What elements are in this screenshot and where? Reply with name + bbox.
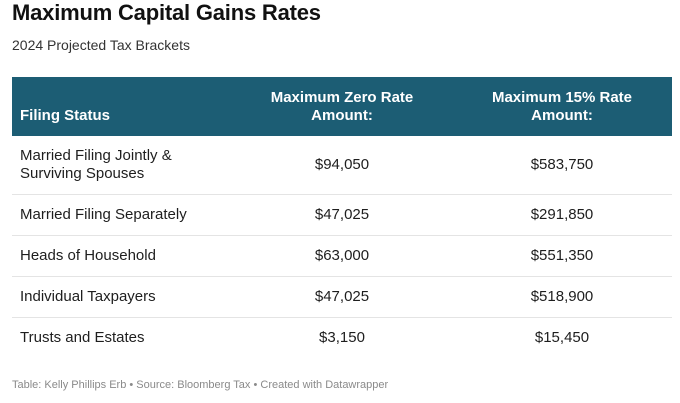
table-row: Trusts and Estates $3,150 $15,450 xyxy=(12,317,672,358)
zero-rate-cell: $47,025 xyxy=(232,194,452,236)
filing-status-cell: Trusts and Estates xyxy=(20,328,145,346)
fifteen-rate-cell: $551,350 xyxy=(452,235,672,277)
fifteen-rate-cell: $518,900 xyxy=(452,276,672,318)
table-header-row: Filing Status Maximum Zero Rate Amount: … xyxy=(12,77,672,136)
column-header-filing-status[interactable]: Filing Status xyxy=(12,77,232,136)
table-row: Married Filing Separately $47,025 $291,8… xyxy=(12,194,672,236)
chart-subtitle: 2024 Projected Tax Brackets xyxy=(12,37,190,53)
filing-status-cell: Married Filing Jointly & Surviving Spous… xyxy=(12,136,232,195)
zero-rate-cell: $63,000 xyxy=(232,235,452,277)
tax-brackets-table: Filing Status Maximum Zero Rate Amount: … xyxy=(12,77,672,358)
zero-rate-cell: $94,050 xyxy=(232,136,452,195)
table-row: Married Filing Jointly & Surviving Spous… xyxy=(12,136,672,195)
filing-status-cell: Individual Taxpayers xyxy=(12,276,232,318)
table-row: Individual Taxpayers $47,025 $518,900 xyxy=(12,276,672,318)
table-row: Heads of Household $63,000 $551,350 xyxy=(12,235,672,277)
zero-rate-cell: $47,025 xyxy=(232,276,452,318)
zero-rate-cell: $3,150 xyxy=(319,328,365,346)
filing-status-cell: Heads of Household xyxy=(12,235,232,277)
filing-status-cell: Married Filing Separately xyxy=(12,194,232,236)
column-header-15-rate[interactable]: Maximum 15% Rate Amount: xyxy=(452,77,672,136)
fifteen-rate-cell: $583,750 xyxy=(452,136,672,195)
fifteen-rate-cell: $15,450 xyxy=(534,328,590,346)
source-footer: Table: Kelly Phillips Erb • Source: Bloo… xyxy=(12,379,389,391)
chart-title: Maximum Capital Gains Rates xyxy=(12,0,321,25)
fifteen-rate-cell: $291,850 xyxy=(452,194,672,236)
column-header-zero-rate[interactable]: Maximum Zero Rate Amount: xyxy=(232,77,452,136)
